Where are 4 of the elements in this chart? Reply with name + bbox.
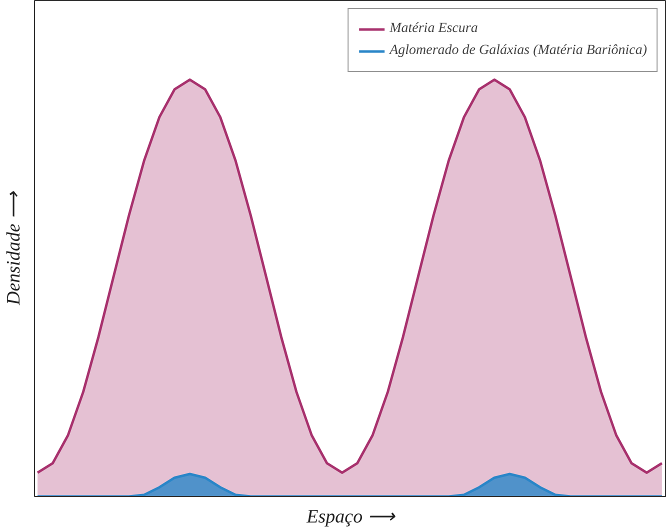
legend-label: Matéria Escura	[390, 21, 478, 37]
y-axis-title: Densidade ⟶	[4, 190, 24, 306]
legend-label: Aglomerado de Galáxias (Matéria Bariônica)	[390, 43, 647, 59]
x-axis-title: Espaço ⟶	[306, 506, 396, 528]
